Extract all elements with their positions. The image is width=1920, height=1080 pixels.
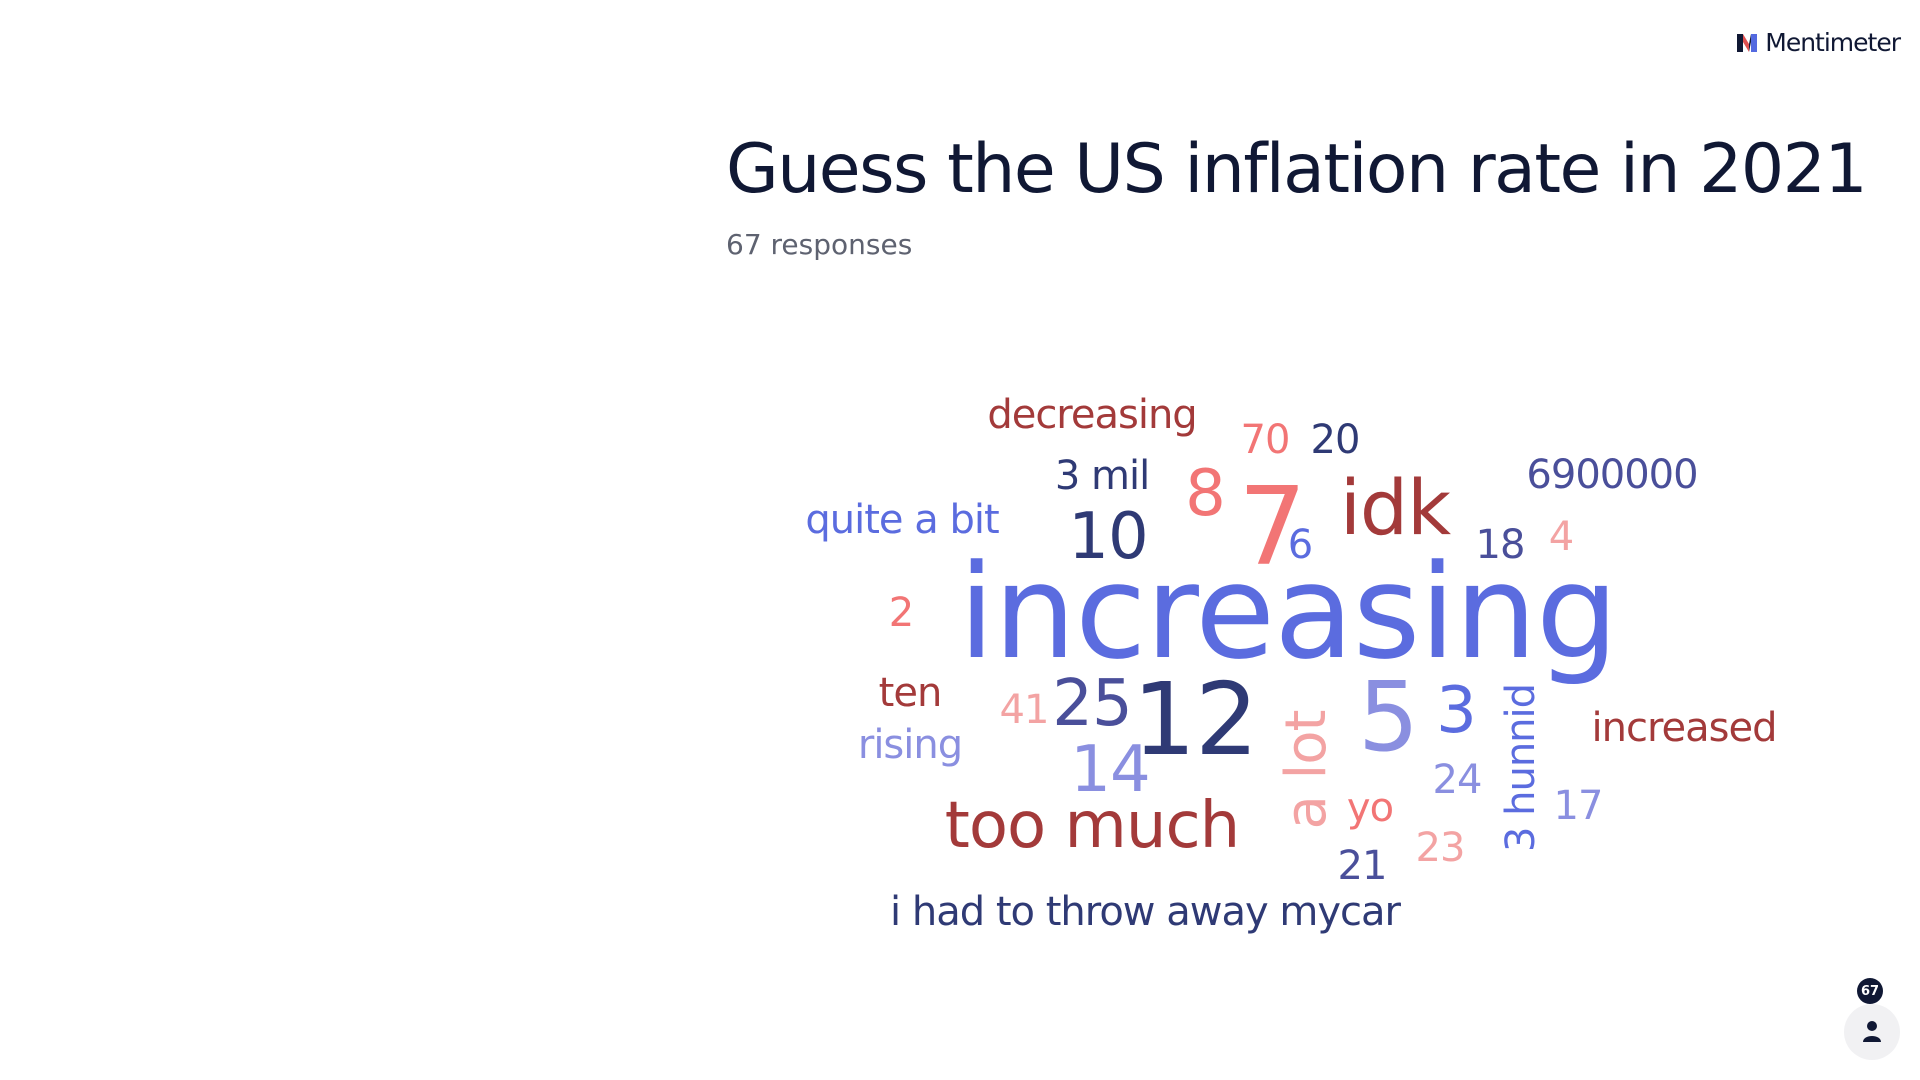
cloud-word: ten xyxy=(878,670,943,716)
cloud-word: 8 xyxy=(1185,457,1226,531)
participant-widget[interactable]: 67 xyxy=(1844,978,1900,1060)
cloud-word: 70 xyxy=(1240,417,1291,463)
cloud-word: 12 xyxy=(1132,661,1258,778)
cloud-word: too much xyxy=(944,789,1240,863)
cloud-word: 10 xyxy=(1068,500,1148,574)
cloud-word: increased xyxy=(1591,705,1778,751)
cloud-word: 6900000 xyxy=(1526,452,1698,498)
response-count: 67 responses xyxy=(726,228,913,261)
cloud-word: 6 xyxy=(1287,522,1313,568)
cloud-word: yo xyxy=(1346,785,1394,831)
brand-name: Mentimeter xyxy=(1765,28,1901,57)
mentimeter-logo-icon xyxy=(1737,33,1758,52)
cloud-word: 7 xyxy=(1238,465,1307,590)
cloud-word: 2 xyxy=(888,590,914,636)
cloud-word: 41 xyxy=(999,687,1050,733)
cloud-word: a lot xyxy=(1274,710,1339,830)
brand-logo: Mentimeter xyxy=(1737,28,1901,57)
cloud-word: 3 xyxy=(1436,674,1477,748)
cloud-word: 25 xyxy=(1052,667,1132,741)
cloud-word: decreasing xyxy=(987,392,1197,438)
cloud-word: 21 xyxy=(1337,843,1388,889)
cloud-word: 20 xyxy=(1310,417,1361,463)
cloud-word: 3 mil xyxy=(1054,453,1150,499)
cloud-word: 3 hunnid xyxy=(1498,683,1544,853)
cloud-word: 5 xyxy=(1357,661,1419,773)
participant-count-badge: 67 xyxy=(1857,978,1883,1004)
cloud-word: quite a bit xyxy=(805,497,999,543)
cloud-word: 17 xyxy=(1553,783,1604,829)
cloud-word: 4 xyxy=(1548,514,1574,560)
cloud-word: 14 xyxy=(1070,733,1150,807)
person-icon xyxy=(1863,1021,1881,1042)
cloud-word: i had to throw away mycar xyxy=(890,889,1401,935)
cloud-word: rising xyxy=(857,722,963,768)
cloud-word: 18 xyxy=(1475,522,1526,568)
cloud-word: 24 xyxy=(1432,757,1483,803)
cloud-word: 23 xyxy=(1415,825,1466,871)
cloud-word: increasing xyxy=(958,536,1619,688)
question-title: Guess the US inflation rate in 2021 xyxy=(726,130,1868,209)
cloud-word: idk xyxy=(1339,463,1451,552)
